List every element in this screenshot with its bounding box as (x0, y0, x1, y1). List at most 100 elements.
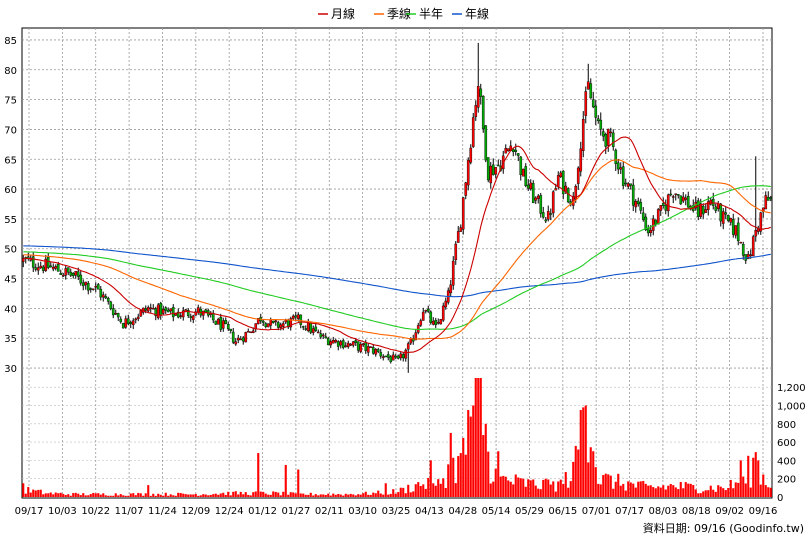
volume-bar (499, 476, 502, 497)
candle-body (154, 308, 158, 317)
candle-body (221, 320, 225, 329)
candle-body (426, 308, 430, 312)
candle-body (51, 266, 55, 270)
candle-body (69, 271, 73, 276)
candle-body (189, 316, 193, 318)
volume-bar (582, 407, 585, 497)
volume-bar (634, 487, 637, 497)
volume-bar (387, 494, 390, 497)
x-tick-label: 12/24 (215, 506, 244, 517)
grid-lines (22, 28, 772, 497)
candle-body (606, 128, 610, 146)
volume-bar (89, 494, 92, 497)
volume-bar (124, 495, 127, 497)
volume-bar (342, 495, 345, 497)
volume-bar (697, 493, 700, 497)
candle-body (171, 307, 175, 318)
candle-body (759, 212, 763, 232)
candle-body (296, 314, 300, 319)
volume-bar (389, 493, 392, 497)
volume-bar (642, 480, 645, 497)
candle-body (629, 183, 633, 186)
candle-body (59, 273, 63, 275)
candle-body (224, 319, 228, 324)
volume-bar (84, 495, 87, 497)
candle-body (236, 337, 240, 341)
price-tick-label: 85 (4, 36, 17, 47)
legend-label-quarterly: 季線 (387, 6, 411, 21)
volume-bar (192, 494, 195, 497)
volume-bar (74, 492, 77, 497)
volume-bar (572, 461, 575, 497)
x-tick-label: 01/12 (248, 506, 277, 517)
candle-body (621, 166, 625, 186)
candle-body (76, 271, 80, 277)
candle-body (279, 324, 283, 328)
candle-body (584, 91, 588, 116)
volume-bar (607, 474, 610, 497)
candle-body (459, 227, 463, 232)
candle-body (94, 285, 98, 288)
volume-bar (77, 493, 80, 497)
candle-body (534, 197, 538, 201)
candle-body (549, 213, 553, 215)
x-tick-label: 02/11 (315, 506, 344, 517)
candle-body (56, 263, 60, 272)
volume-bar (567, 487, 570, 497)
candle-body (181, 310, 185, 318)
candle-body (149, 307, 153, 310)
volume-bar (614, 481, 617, 497)
candle-body (414, 332, 418, 341)
x-tick-label: 04/28 (448, 506, 477, 517)
volume-bar (112, 495, 115, 497)
volume-bar (427, 477, 430, 497)
candle-body (186, 310, 190, 316)
volume-bar (429, 460, 432, 497)
candle-body (739, 241, 743, 244)
candle-body (444, 300, 448, 308)
candle-body (331, 340, 335, 344)
volume-bar (617, 473, 620, 497)
volume-bar (147, 485, 150, 497)
volume-bar (522, 478, 525, 497)
candle-body (529, 182, 533, 190)
volume-bar (419, 486, 422, 497)
candle-body (636, 200, 640, 205)
volume-bar (372, 492, 375, 497)
candle-body (399, 353, 403, 359)
volume-bar (307, 494, 310, 497)
volume-bar (502, 475, 505, 497)
candle-body (351, 341, 355, 346)
candle-body (489, 165, 493, 184)
candle-body (451, 260, 455, 286)
volume-bar (672, 485, 675, 497)
volume-bar (287, 494, 290, 497)
volume-bar (97, 493, 100, 497)
candle-body (324, 336, 328, 339)
candle-body (164, 307, 168, 311)
volume-bar (229, 495, 232, 497)
volume-bar (47, 493, 50, 497)
volume-bar (517, 477, 520, 497)
candle-body (664, 205, 668, 211)
volume-bar (304, 494, 307, 497)
candle-body (234, 341, 238, 345)
volume-bar (212, 494, 215, 497)
candle-body (356, 341, 360, 351)
candle-body (589, 83, 593, 99)
candle-body (36, 267, 40, 271)
candle-body (764, 195, 768, 210)
volume-bar (712, 489, 715, 497)
candle-body (749, 254, 753, 256)
candle-body (531, 183, 535, 204)
volume-bar (242, 494, 245, 497)
volume-bar (524, 486, 527, 497)
candle-body (556, 175, 560, 187)
candle-body (349, 344, 353, 346)
x-tick-label: 08/18 (682, 506, 711, 517)
volume-bar (752, 457, 755, 497)
volume-bar (49, 492, 52, 497)
candle-body (139, 310, 143, 317)
volume-bar (247, 494, 250, 497)
volume-bar (392, 489, 395, 497)
